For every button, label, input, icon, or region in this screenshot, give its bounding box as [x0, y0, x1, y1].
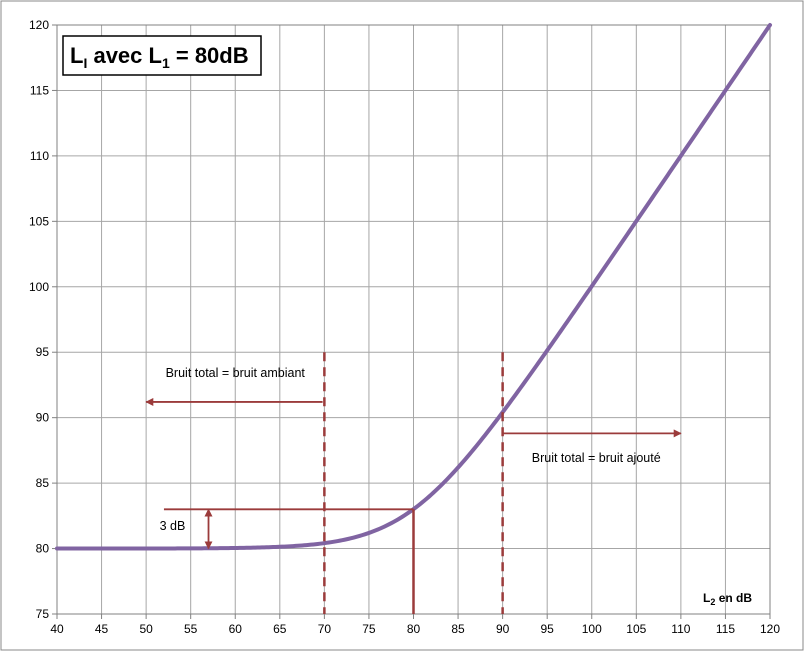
y-tick-label: 90: [36, 411, 50, 425]
y-tick-label: 95: [36, 345, 50, 359]
title-main-sub: I: [83, 55, 87, 71]
x-tick-label: 80: [407, 622, 421, 636]
x-tick-label: 70: [318, 622, 332, 636]
title-box: [62, 35, 262, 76]
y-tick-label: 120: [29, 18, 49, 32]
x-tick-label: 120: [760, 622, 780, 636]
tick-label-layer: 40 45 50 55 60 65 70 75 80 85 90 95 100 105 110 115 120 7…: [29, 18, 780, 636]
y-tick-label: 110: [30, 149, 49, 163]
x-axis-label: L2 en dB: [703, 591, 752, 607]
x-tick-label: 65: [273, 622, 287, 636]
title-middle: avec L: [87, 43, 162, 68]
y-tick-label: 100: [29, 280, 49, 294]
x-tick-label: 50: [139, 622, 153, 636]
x-tick-label: 45: [95, 622, 109, 636]
y-tick-label: 85: [36, 476, 50, 490]
title-main: L: [70, 43, 83, 68]
x-axis-label-sub: 2: [710, 597, 715, 607]
x-tick-label: 90: [496, 622, 510, 636]
y-tick-label: 105: [29, 214, 49, 228]
x-tick-label: 55: [184, 622, 198, 636]
x-tick-label: 85: [451, 622, 465, 636]
y-tick-label: 75: [36, 607, 50, 621]
title-text: LI avec L1 = 80dB: [70, 43, 249, 71]
annotation-added-label: Bruit total = bruit ajouté: [532, 451, 661, 465]
title-middle-sub: 1: [162, 55, 170, 71]
annotation-delta-label: 3 dB: [160, 519, 186, 533]
chart-title: LI avec L1 = 80dB: [62, 35, 262, 76]
x-tick-label: 40: [50, 622, 64, 636]
annotation-layer: [145, 352, 682, 614]
x-tick-label: 60: [229, 622, 243, 636]
x-tick-label: 95: [541, 622, 555, 636]
x-axis-label-main: L: [703, 591, 710, 605]
x-tick-label: 115: [716, 622, 735, 636]
x-tick-label: 105: [626, 622, 646, 636]
title-tail: = 80dB: [170, 43, 249, 68]
x-tick-label: 110: [671, 622, 690, 636]
x-tick-label: 75: [362, 622, 376, 636]
x-axis-label-tail: en dB: [715, 591, 752, 605]
annotation-ambient-label: Bruit total = bruit ambiant: [166, 366, 306, 380]
x-tick-label: 100: [582, 622, 602, 636]
y-tick-label: 80: [36, 542, 50, 556]
y-tick-label: 115: [30, 83, 49, 97]
